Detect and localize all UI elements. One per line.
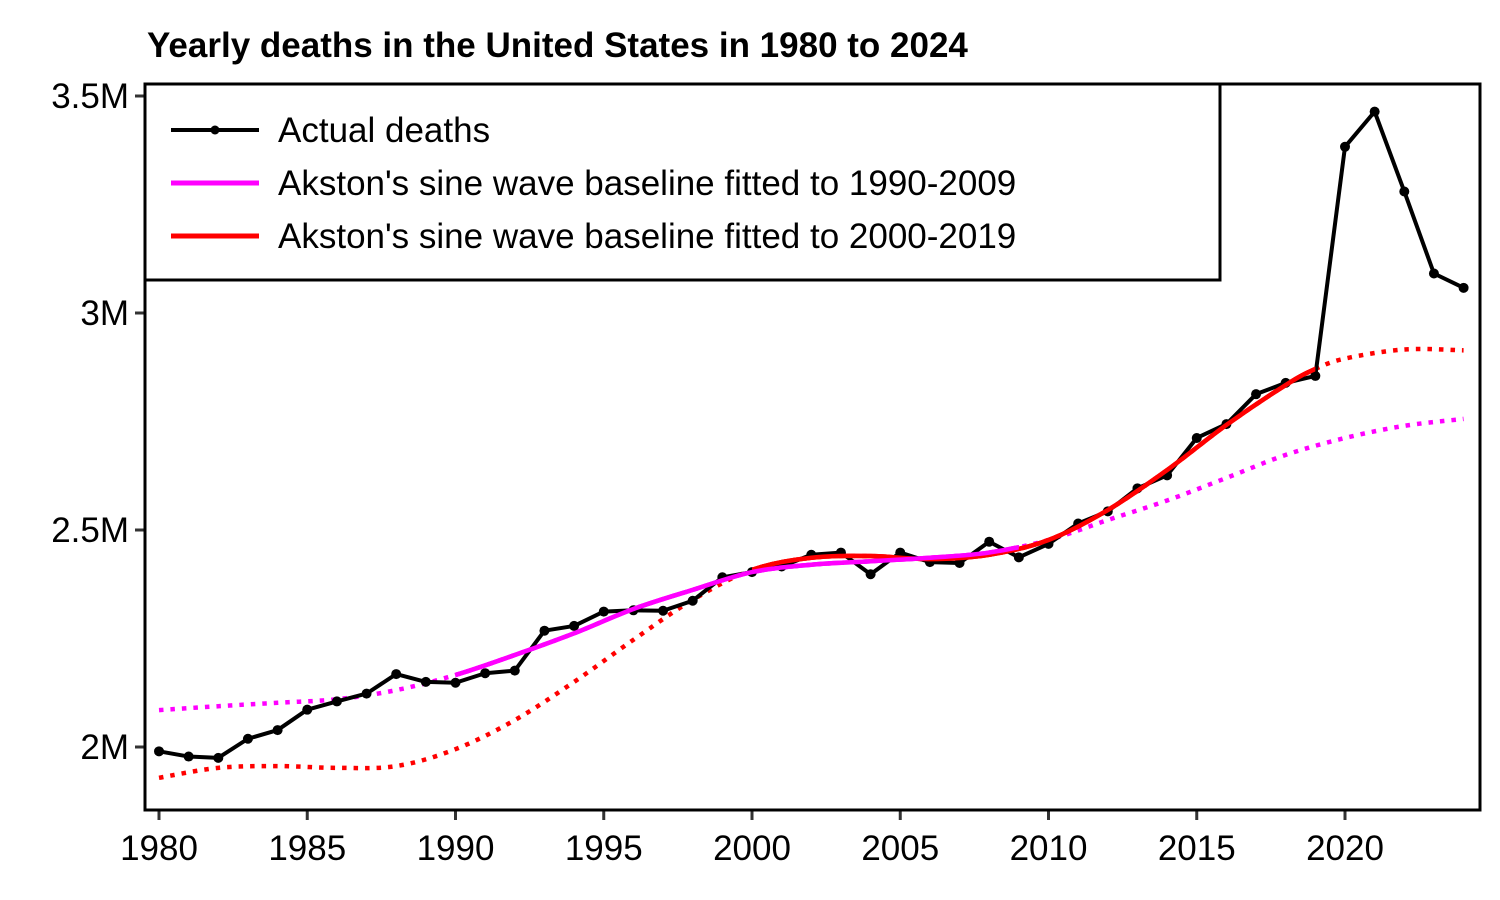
data-point-2007 (954, 557, 965, 568)
data-point-1982 (213, 752, 224, 763)
y-axis: 2M 2.5M 3M 3.5M (51, 77, 145, 767)
legend-point-marker (210, 125, 220, 135)
data-point-1989 (420, 676, 431, 687)
data-point-2019 (1310, 370, 1321, 381)
data-point-2024 (1458, 282, 1469, 293)
legend-box (143, 82, 1222, 282)
data-point-1995 (598, 606, 609, 617)
x-axis: 1980 1985 1990 1995 2000 2005 2010 2015 2020 (120, 810, 1384, 868)
data-point-2020 (1340, 141, 1350, 152)
data-point-2009 (1013, 552, 1024, 563)
data-point-1997 (658, 605, 669, 616)
data-point-1993 (539, 625, 550, 636)
data-point-2021 (1369, 106, 1380, 117)
data-point-1986 (331, 696, 342, 707)
y-tick-label: 3.5M (51, 77, 129, 116)
x-tick-label: 1980 (120, 829, 198, 868)
y-tick-label: 2.5M (51, 511, 129, 550)
data-point-1987 (361, 688, 372, 699)
data-point-1990 (450, 677, 461, 688)
data-point-1998 (687, 595, 698, 606)
y-tick-label: 2M (80, 728, 129, 767)
data-point-1983 (242, 733, 253, 744)
legend: Actual deaths Akston's sine wave baseline… (143, 82, 1222, 282)
legend-label: Akston's sine wave baseline fitted to 19… (278, 164, 1016, 203)
data-point-1992 (509, 665, 520, 676)
data-point-2017 (1251, 389, 1262, 400)
x-tick-label: 2005 (861, 829, 939, 868)
x-tick-label: 2015 (1158, 829, 1236, 868)
legend-item-3: Akston's sine wave baseline fitted to 20… (171, 217, 1016, 256)
x-tick-label: 1985 (268, 829, 346, 868)
data-point-2008 (984, 536, 995, 547)
data-point-2023 (1428, 268, 1439, 279)
data-point-2022 (1399, 186, 1410, 197)
x-tick-label: 1995 (565, 829, 643, 868)
data-point-2005 (895, 547, 906, 558)
baseline-solid-line-overlay (455, 544, 1019, 678)
legend-label: Actual deaths (278, 111, 490, 150)
baseline-dotted-line (158, 416, 1464, 713)
legend-label: Akston's sine wave baseline fitted to 20… (278, 217, 1016, 256)
data-point-1984 (272, 725, 283, 736)
legend-item-2: Akston's sine wave baseline fitted to 19… (171, 164, 1016, 203)
data-point-1994 (569, 620, 580, 631)
x-tick-label: 2010 (1010, 829, 1088, 868)
x-tick-label: 2020 (1306, 829, 1384, 868)
x-tick-label: 1990 (417, 829, 495, 868)
data-point-1988 (391, 669, 402, 680)
data-point-1985 (302, 704, 313, 715)
x-tick-label: 2000 (713, 829, 791, 868)
data-point-2004 (865, 569, 876, 580)
data-point-1980 (154, 746, 164, 757)
plot-frame (143, 82, 1482, 812)
data-point-2015 (1191, 432, 1202, 443)
legend-item-1: Actual deaths (171, 111, 490, 150)
chart-title: Yearly deaths in the United States in 19… (147, 26, 968, 65)
y-tick-label: 3M (80, 294, 129, 333)
data-point-1991 (480, 668, 491, 679)
plot-area (154, 106, 1469, 781)
baseline-solid-line-overlay (752, 366, 1316, 573)
data-point-1981 (183, 751, 194, 762)
